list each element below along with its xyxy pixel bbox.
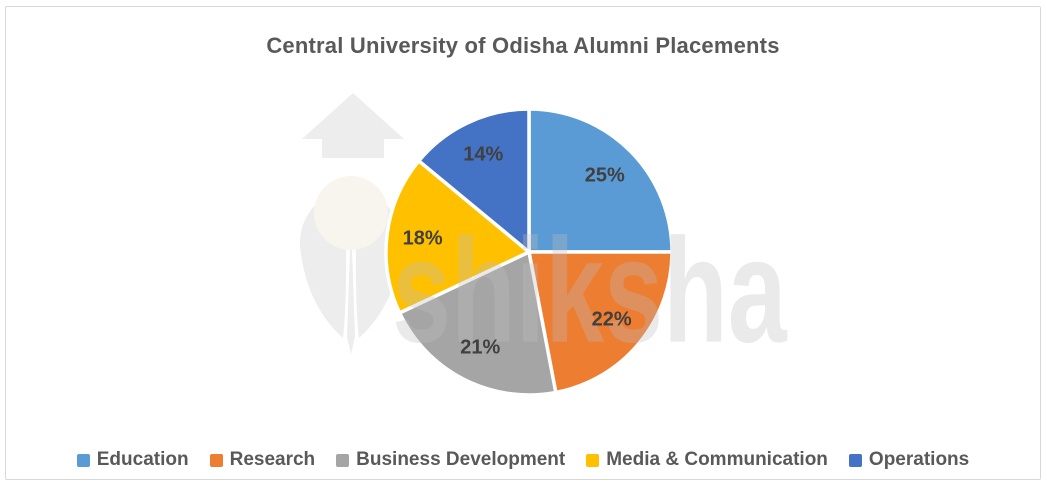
pie-slice-education xyxy=(527,107,674,254)
graduation-cap-icon xyxy=(302,93,404,158)
legend-item-label: Business Development xyxy=(356,449,566,470)
legend-marker-icon xyxy=(848,453,862,467)
legend-item-research: Research xyxy=(209,449,316,471)
legend-marker-icon xyxy=(336,453,350,467)
pie-chart xyxy=(384,107,674,397)
chart-border-frame: Central University of Odisha Alumni Plac… xyxy=(5,6,1041,480)
legend-item-label: Education xyxy=(96,449,189,470)
pie-slice-media-communication xyxy=(384,159,531,315)
pie-slice-business-development xyxy=(397,250,558,397)
legend-item-label: Operations xyxy=(868,449,970,470)
legend-item-business-development: Business Development xyxy=(336,449,565,471)
legend-item-label: Media & Communication xyxy=(606,449,828,470)
legend-item-operations: Operations xyxy=(848,449,970,471)
logo-circle xyxy=(314,176,388,250)
legend-item-education: Education xyxy=(76,449,189,471)
legend-item-label: Research xyxy=(229,449,316,470)
legend-item-media-communication: Media & Communication xyxy=(586,449,828,471)
legend: Education Research Business Development … xyxy=(6,449,1040,471)
pie-slices-group xyxy=(384,107,674,397)
pie-slice-research xyxy=(527,250,674,395)
legend-marker-icon xyxy=(209,453,223,467)
legend-marker-icon xyxy=(76,453,90,467)
pie-slice-operations xyxy=(417,107,531,254)
legend-marker-icon xyxy=(586,453,600,467)
chart-title: Central University of Odisha Alumni Plac… xyxy=(266,33,780,58)
